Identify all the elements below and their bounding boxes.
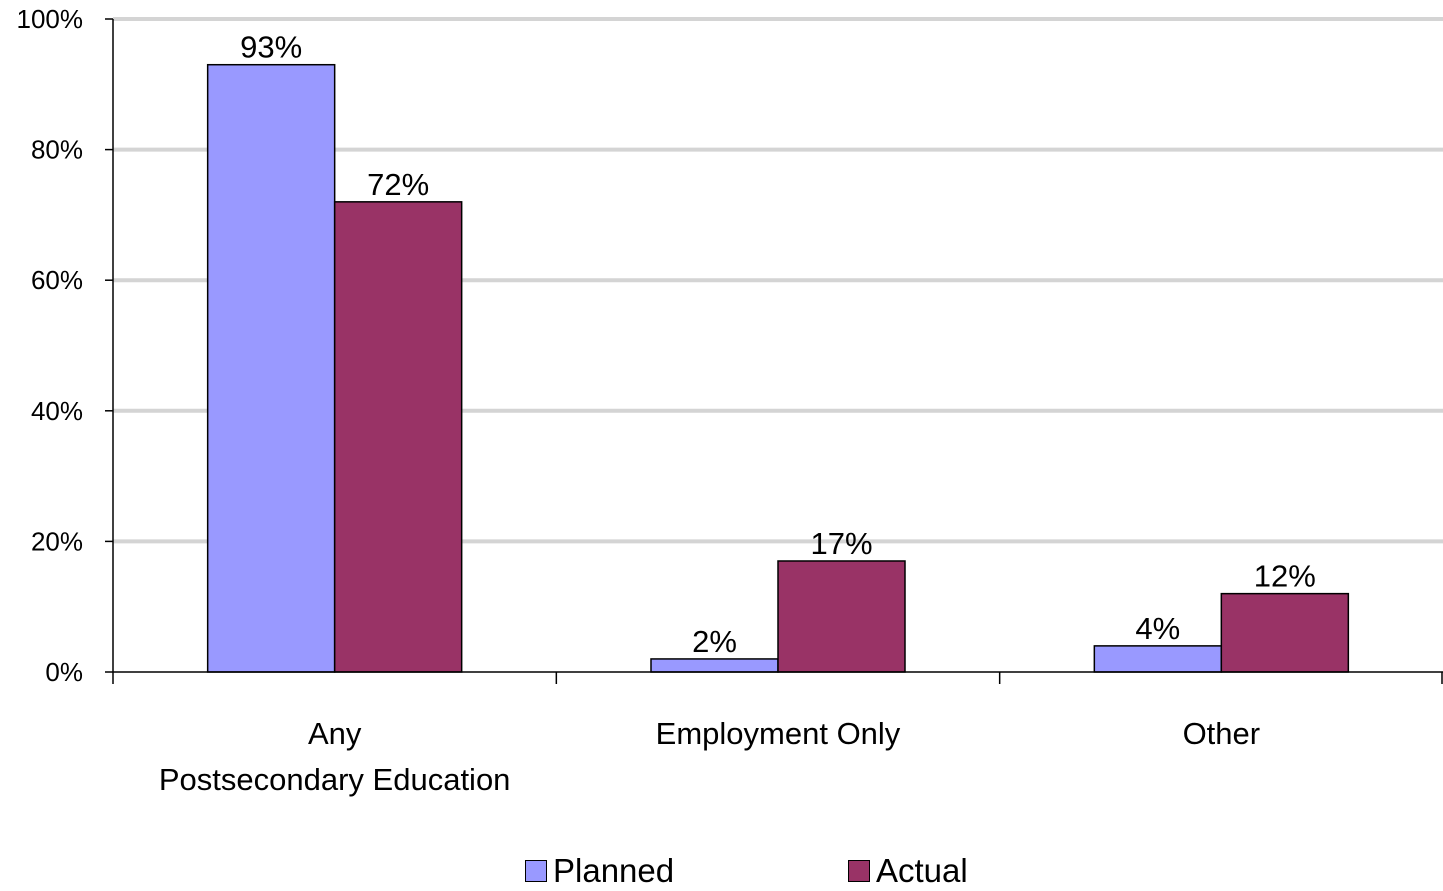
data-label: 12%	[1254, 559, 1316, 594]
legend-swatch-actual	[848, 860, 870, 882]
x-axis-categories: Any Postsecondary Education Employment Onl…	[159, 716, 1260, 797]
y-axis-ticks: 0% 20% 40% 60% 80% 100%	[17, 4, 113, 687]
y-tick-label: 80%	[31, 135, 83, 165]
axes	[112, 19, 1443, 684]
legend-label-actual: Actual	[876, 852, 968, 889]
bar-actual	[333, 201, 463, 673]
x-category-label: Employment Only	[656, 716, 901, 751]
bar-chart: 0% 20% 40% 60% 80% 100% Any Postsecondary Educ…	[17, 4, 1443, 797]
legend-label-planned: Planned	[553, 852, 675, 889]
data-label: 2%	[692, 624, 737, 659]
bar-actual	[777, 560, 906, 673]
x-category-label: Postsecondary Education	[159, 762, 511, 797]
y-tick-label: 20%	[31, 526, 83, 556]
x-category-label: Other	[1183, 716, 1261, 751]
bar-planned	[206, 63, 336, 673]
data-label: 93%	[240, 30, 302, 65]
data-label: 72%	[367, 167, 429, 202]
data-labels: 93% 72% 2% 17% 4% 12%	[240, 30, 1316, 659]
data-label: 17%	[810, 526, 872, 561]
y-tick-label: 40%	[31, 396, 83, 426]
legend: Planned Actual	[0, 852, 1443, 891]
legend-item-actual: Actual	[848, 852, 968, 890]
bars	[206, 63, 1350, 673]
x-category-label: Any	[308, 716, 362, 751]
y-tick-label: 100%	[17, 4, 84, 34]
bar-planned	[1093, 645, 1223, 673]
bar-actual	[1220, 592, 1350, 673]
legend-swatch-planned	[525, 860, 547, 882]
data-label: 4%	[1135, 611, 1180, 646]
y-tick-label: 0%	[45, 657, 83, 687]
y-tick-label: 60%	[31, 265, 83, 295]
bar-planned	[650, 658, 779, 673]
legend-item-planned: Planned	[525, 852, 674, 890]
